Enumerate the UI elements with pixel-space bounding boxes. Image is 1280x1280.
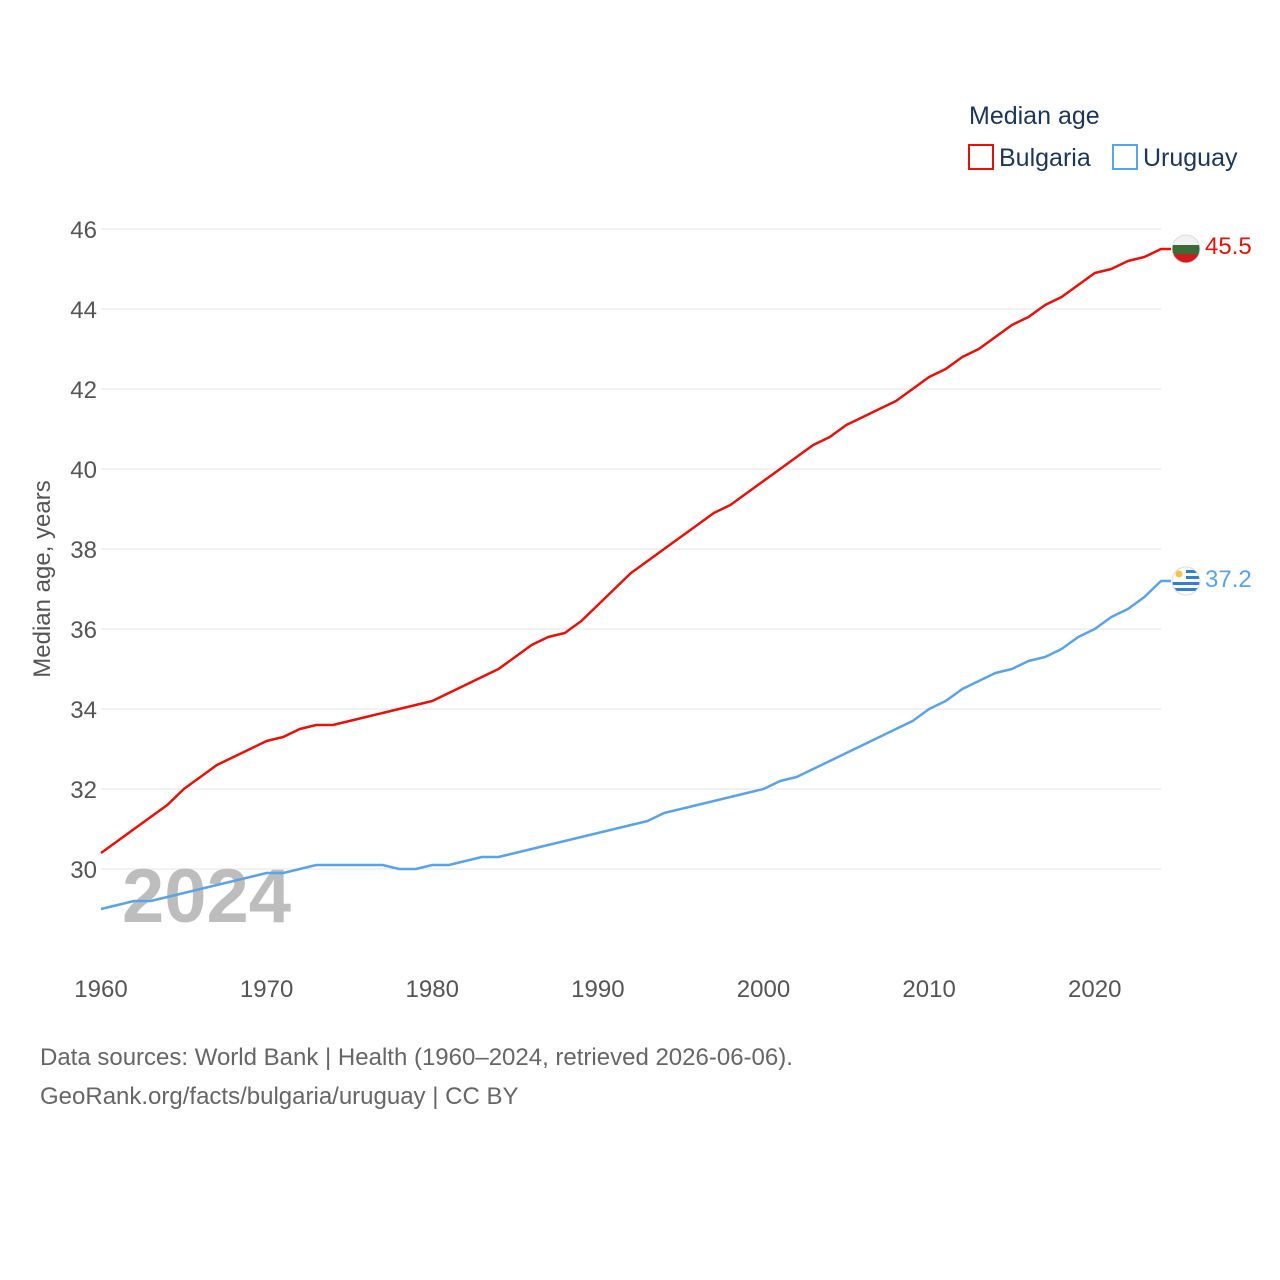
year-watermark: 2024 [122, 854, 291, 939]
x-tick-label-1960: 1960 [74, 976, 127, 1003]
y-tick-label-32: 32 [70, 777, 97, 804]
end-label-uruguay: 37.2 [1205, 566, 1252, 593]
legend-swatch-bulgaria [968, 144, 994, 170]
legend-item-uruguay[interactable]: Uruguay [1112, 144, 1238, 172]
x-axis-ticks: 1960 1970 1980 1990 2000 2010 2020 [74, 976, 1121, 1003]
series-lines [100, 247, 1171, 911]
y-tick-label-30: 30 [70, 857, 97, 884]
y-tick-label-44: 44 [70, 297, 97, 324]
series-line-bulgaria[interactable] [100, 247, 1171, 855]
x-tick-label-2010: 2010 [902, 976, 955, 1003]
footer-sources: Data sources: World Bank | Health (1960–… [40, 1044, 793, 1071]
x-tick-label-2020: 2020 [1068, 976, 1121, 1003]
y-tick-label-42: 42 [70, 377, 97, 404]
legend[interactable]: Median age Bulgaria Uruguay [968, 102, 1238, 172]
legend-title: Median age [969, 102, 1100, 130]
y-axis-ticks: 30 32 34 36 38 40 42 44 46 [70, 217, 97, 884]
uruguay-flag-icon [1171, 566, 1201, 596]
y-tick-label-46: 46 [70, 217, 97, 244]
y-tick-label-40: 40 [70, 457, 97, 484]
y-tick-label-34: 34 [70, 697, 97, 724]
gridlines [101, 228, 1161, 870]
y-axis-title: Median age, years [29, 480, 56, 677]
y-tick-label-38: 38 [70, 537, 97, 564]
bulgaria-flag-icon [1171, 234, 1201, 264]
x-tick-label-1970: 1970 [240, 976, 293, 1003]
x-tick-label-2000: 2000 [737, 976, 790, 1003]
legend-swatch-uruguay [1112, 144, 1138, 170]
end-label-bulgaria: 45.5 [1205, 233, 1252, 260]
legend-label-bulgaria: Bulgaria [999, 144, 1091, 172]
x-tick-label-1980: 1980 [406, 976, 459, 1003]
footer-attribution[interactable]: GeoRank.org/facts/bulgaria/uruguay | CC … [40, 1083, 519, 1110]
x-tick-label-1990: 1990 [571, 976, 624, 1003]
series-line-uruguay[interactable] [100, 579, 1171, 911]
y-tick-label-36: 36 [70, 617, 97, 644]
legend-label-uruguay: Uruguay [1143, 144, 1238, 172]
legend-item-bulgaria[interactable]: Bulgaria [968, 144, 1091, 172]
